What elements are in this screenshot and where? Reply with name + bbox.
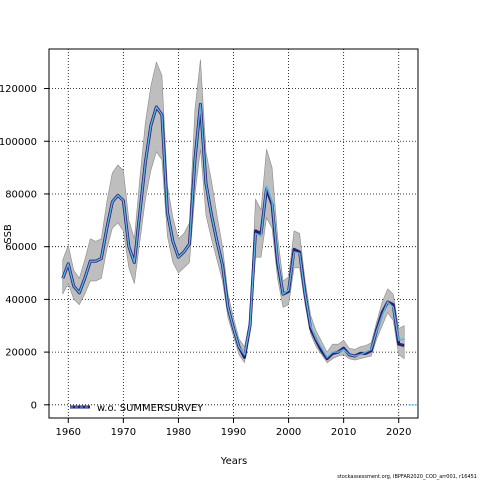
- data-point-2015: [370, 348, 372, 351]
- data-point-1967: [106, 227, 108, 229]
- data-point-2005: [315, 338, 317, 340]
- data-point-2008: [332, 351, 334, 353]
- x-axis-title: Years: [220, 456, 247, 467]
- data-point-1963: [84, 277, 86, 279]
- data-point-1965: [95, 260, 97, 262]
- y-tick-label-0: 0: [31, 400, 37, 411]
- data-point-2001: [293, 251, 295, 253]
- x-tick-label-1980: 1980: [166, 427, 191, 438]
- data-point-2017: [381, 314, 383, 316]
- y-tick-label-60000: 60000: [5, 242, 37, 253]
- x-tick-label-2010: 2010: [331, 427, 356, 438]
- data-point-1982: [188, 243, 191, 245]
- x-tick-label-1990: 1990: [221, 427, 246, 438]
- y-tick-label-120000: 120000: [0, 84, 37, 95]
- data-point-1980: [177, 256, 180, 258]
- data-point-2002: [298, 252, 301, 254]
- data-point-1999: [282, 293, 284, 295]
- data-point-1988: [221, 264, 224, 266]
- data-point-1972: [133, 261, 135, 264]
- data-point-2000: [287, 289, 290, 291]
- data-point-2020: [398, 339, 400, 341]
- x-tick-label-1960: 1960: [56, 427, 81, 438]
- data-point-1989: [227, 306, 229, 308]
- series-lines-layer: [61, 102, 418, 406]
- x-tick-label-1970: 1970: [111, 427, 136, 438]
- y-tick-label-80000: 80000: [5, 189, 37, 200]
- data-point-1960: [67, 263, 69, 265]
- data-point-2013: [359, 354, 361, 356]
- data-point-1978: [166, 211, 169, 214]
- y-tick-label-20000: 20000: [5, 348, 37, 359]
- data-point-1959: [62, 277, 64, 279]
- data-point-1975: [150, 124, 152, 127]
- data-point-2010: [343, 348, 345, 351]
- data-point-2018: [387, 301, 389, 303]
- data-point-2004: [310, 325, 312, 327]
- data-point-1964: [89, 260, 91, 262]
- data-point-2021: [403, 338, 405, 340]
- x-tick-label-2000: 2000: [276, 427, 301, 438]
- data-point-1985: [205, 182, 207, 185]
- data-point-1966: [100, 257, 102, 260]
- data-point-1998: [276, 259, 279, 261]
- data-point-2009: [337, 351, 339, 353]
- data-point-1968: [111, 201, 113, 203]
- data-point-1995: [260, 235, 262, 237]
- data-point-1974: [144, 161, 146, 163]
- data-point-2011: [348, 354, 350, 356]
- axis-ticks: 1960 1970 1980 1990 2000 2010 2020 0 20000 40000 6…: [0, 84, 411, 438]
- data-point-1987: [216, 240, 218, 243]
- data-point-1993: [249, 325, 251, 327]
- data-point-2012: [354, 355, 356, 357]
- legend-label-w-o-summersurvey: w.o. SUMMERSURVEY: [97, 403, 204, 414]
- data-point-1991: [238, 346, 240, 348]
- data-point-1969: [117, 194, 119, 196]
- footer-credit: stockassessment.org, IBPFAR2020_COD_arr0…: [337, 474, 477, 480]
- data-point-1986: [210, 214, 213, 216]
- data-point-1973: [139, 211, 141, 214]
- data-point-1961: [73, 285, 75, 287]
- data-point-1983: [194, 159, 196, 161]
- data-point-1971: [128, 246, 130, 248]
- data-point-1984: [199, 103, 202, 105]
- y-axis-title: SSB: [3, 224, 14, 244]
- x-tick-label-2020: 2020: [386, 427, 411, 438]
- data-point-1990: [232, 327, 235, 329]
- data-point-1994: [254, 232, 257, 235]
- data-point-2014: [365, 351, 367, 353]
- data-point-2016: [376, 330, 378, 332]
- data-point-1979: [172, 240, 174, 243]
- data-point-1977: [161, 114, 163, 116]
- data-point-1997: [271, 201, 273, 203]
- data-point-1970: [122, 199, 124, 202]
- data-point-2003: [304, 293, 306, 295]
- y-tick-label-40000: 40000: [5, 295, 37, 306]
- data-point-2019: [392, 306, 394, 308]
- data-point-2007: [326, 356, 328, 358]
- data-point-1962: [78, 292, 80, 294]
- data-point-1976: [155, 106, 157, 108]
- data-point-1992: [243, 354, 246, 356]
- data-point-1981: [183, 251, 185, 253]
- legend: w.o. SUMMERSURVEY: [70, 403, 204, 414]
- data-point-1996: [265, 185, 268, 187]
- data-point-2006: [321, 347, 323, 349]
- y-tick-label-100000: 100000: [0, 137, 37, 148]
